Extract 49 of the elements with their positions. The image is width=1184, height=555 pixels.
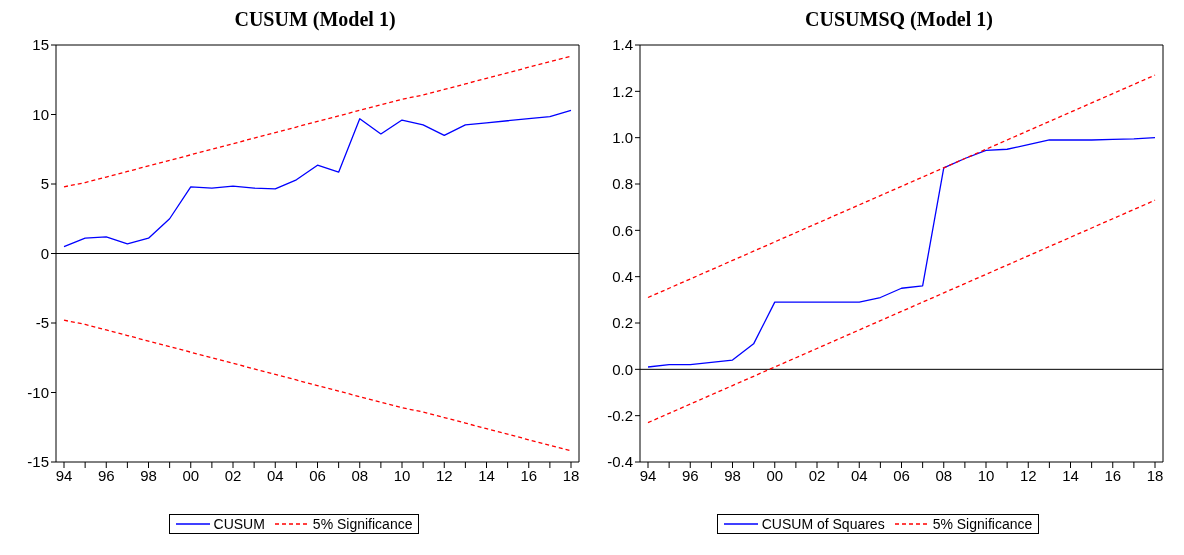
y-tick-label: -0.2: [607, 406, 633, 424]
x-tick-label: 14: [478, 466, 495, 484]
y-tick-label: 0.0: [612, 360, 633, 378]
x-tick-label: 02: [808, 466, 826, 484]
y-tick-label: 1.4: [612, 36, 633, 54]
x-tick-label: 10: [977, 466, 995, 484]
x-tick-label: 12: [435, 466, 453, 484]
legend-label: CUSUM: [212, 516, 265, 532]
x-tick-label: 06: [893, 466, 910, 484]
y-tick-label: 0.4: [612, 267, 633, 285]
x-tick-label: 94: [639, 466, 657, 484]
x-tick-label: 18: [1146, 466, 1164, 484]
y-tick-label: -5: [35, 314, 49, 332]
x-tick-label: 94: [55, 466, 73, 484]
x-tick-label: 04: [266, 466, 284, 484]
x-tick-label: 06: [309, 466, 326, 484]
chart-title: CUSUMSQ (Model 1): [804, 8, 994, 33]
y-tick-label: 0.2: [612, 314, 633, 332]
y-tick-label: 5: [40, 175, 49, 193]
x-tick-label: 96: [97, 466, 115, 484]
x-tick-label: 16: [520, 466, 538, 484]
x-tick-label: 00: [766, 466, 784, 484]
chart-title: CUSUM (Model 1): [233, 8, 397, 33]
x-tick-label: 02: [224, 466, 242, 484]
legend-label: CUSUM of Squares: [760, 516, 885, 532]
x-tick-label: 98: [140, 466, 157, 484]
x-tick-label: 14: [1062, 466, 1079, 484]
y-tick-label: 0.8: [612, 175, 633, 193]
x-tick-label: 98: [724, 466, 741, 484]
y-tick-label: 15: [32, 36, 49, 54]
x-tick-label: 04: [850, 466, 868, 484]
legend-label: 5% Significance: [311, 516, 413, 532]
x-tick-label: 08: [351, 466, 369, 484]
x-tick-label: 16: [1104, 466, 1122, 484]
x-tick-label: 96: [681, 466, 699, 484]
y-tick-label: -0.4: [607, 453, 633, 471]
y-tick-label: 0.6: [612, 221, 633, 239]
x-tick-label: 12: [1019, 466, 1037, 484]
y-tick-label: -10: [27, 383, 49, 401]
y-tick-label: 10: [32, 105, 49, 123]
x-tick-label: 08: [935, 466, 953, 484]
y-tick-label: -15: [27, 453, 49, 471]
x-tick-label: 10: [393, 466, 411, 484]
y-tick-label: 1.2: [612, 82, 633, 100]
x-tick-label: 00: [182, 466, 200, 484]
y-tick-label: 1.0: [612, 128, 633, 146]
legend-label: 5% Significance: [931, 516, 1033, 532]
y-tick-label: 0: [40, 244, 49, 262]
x-tick-label: 18: [562, 466, 580, 484]
